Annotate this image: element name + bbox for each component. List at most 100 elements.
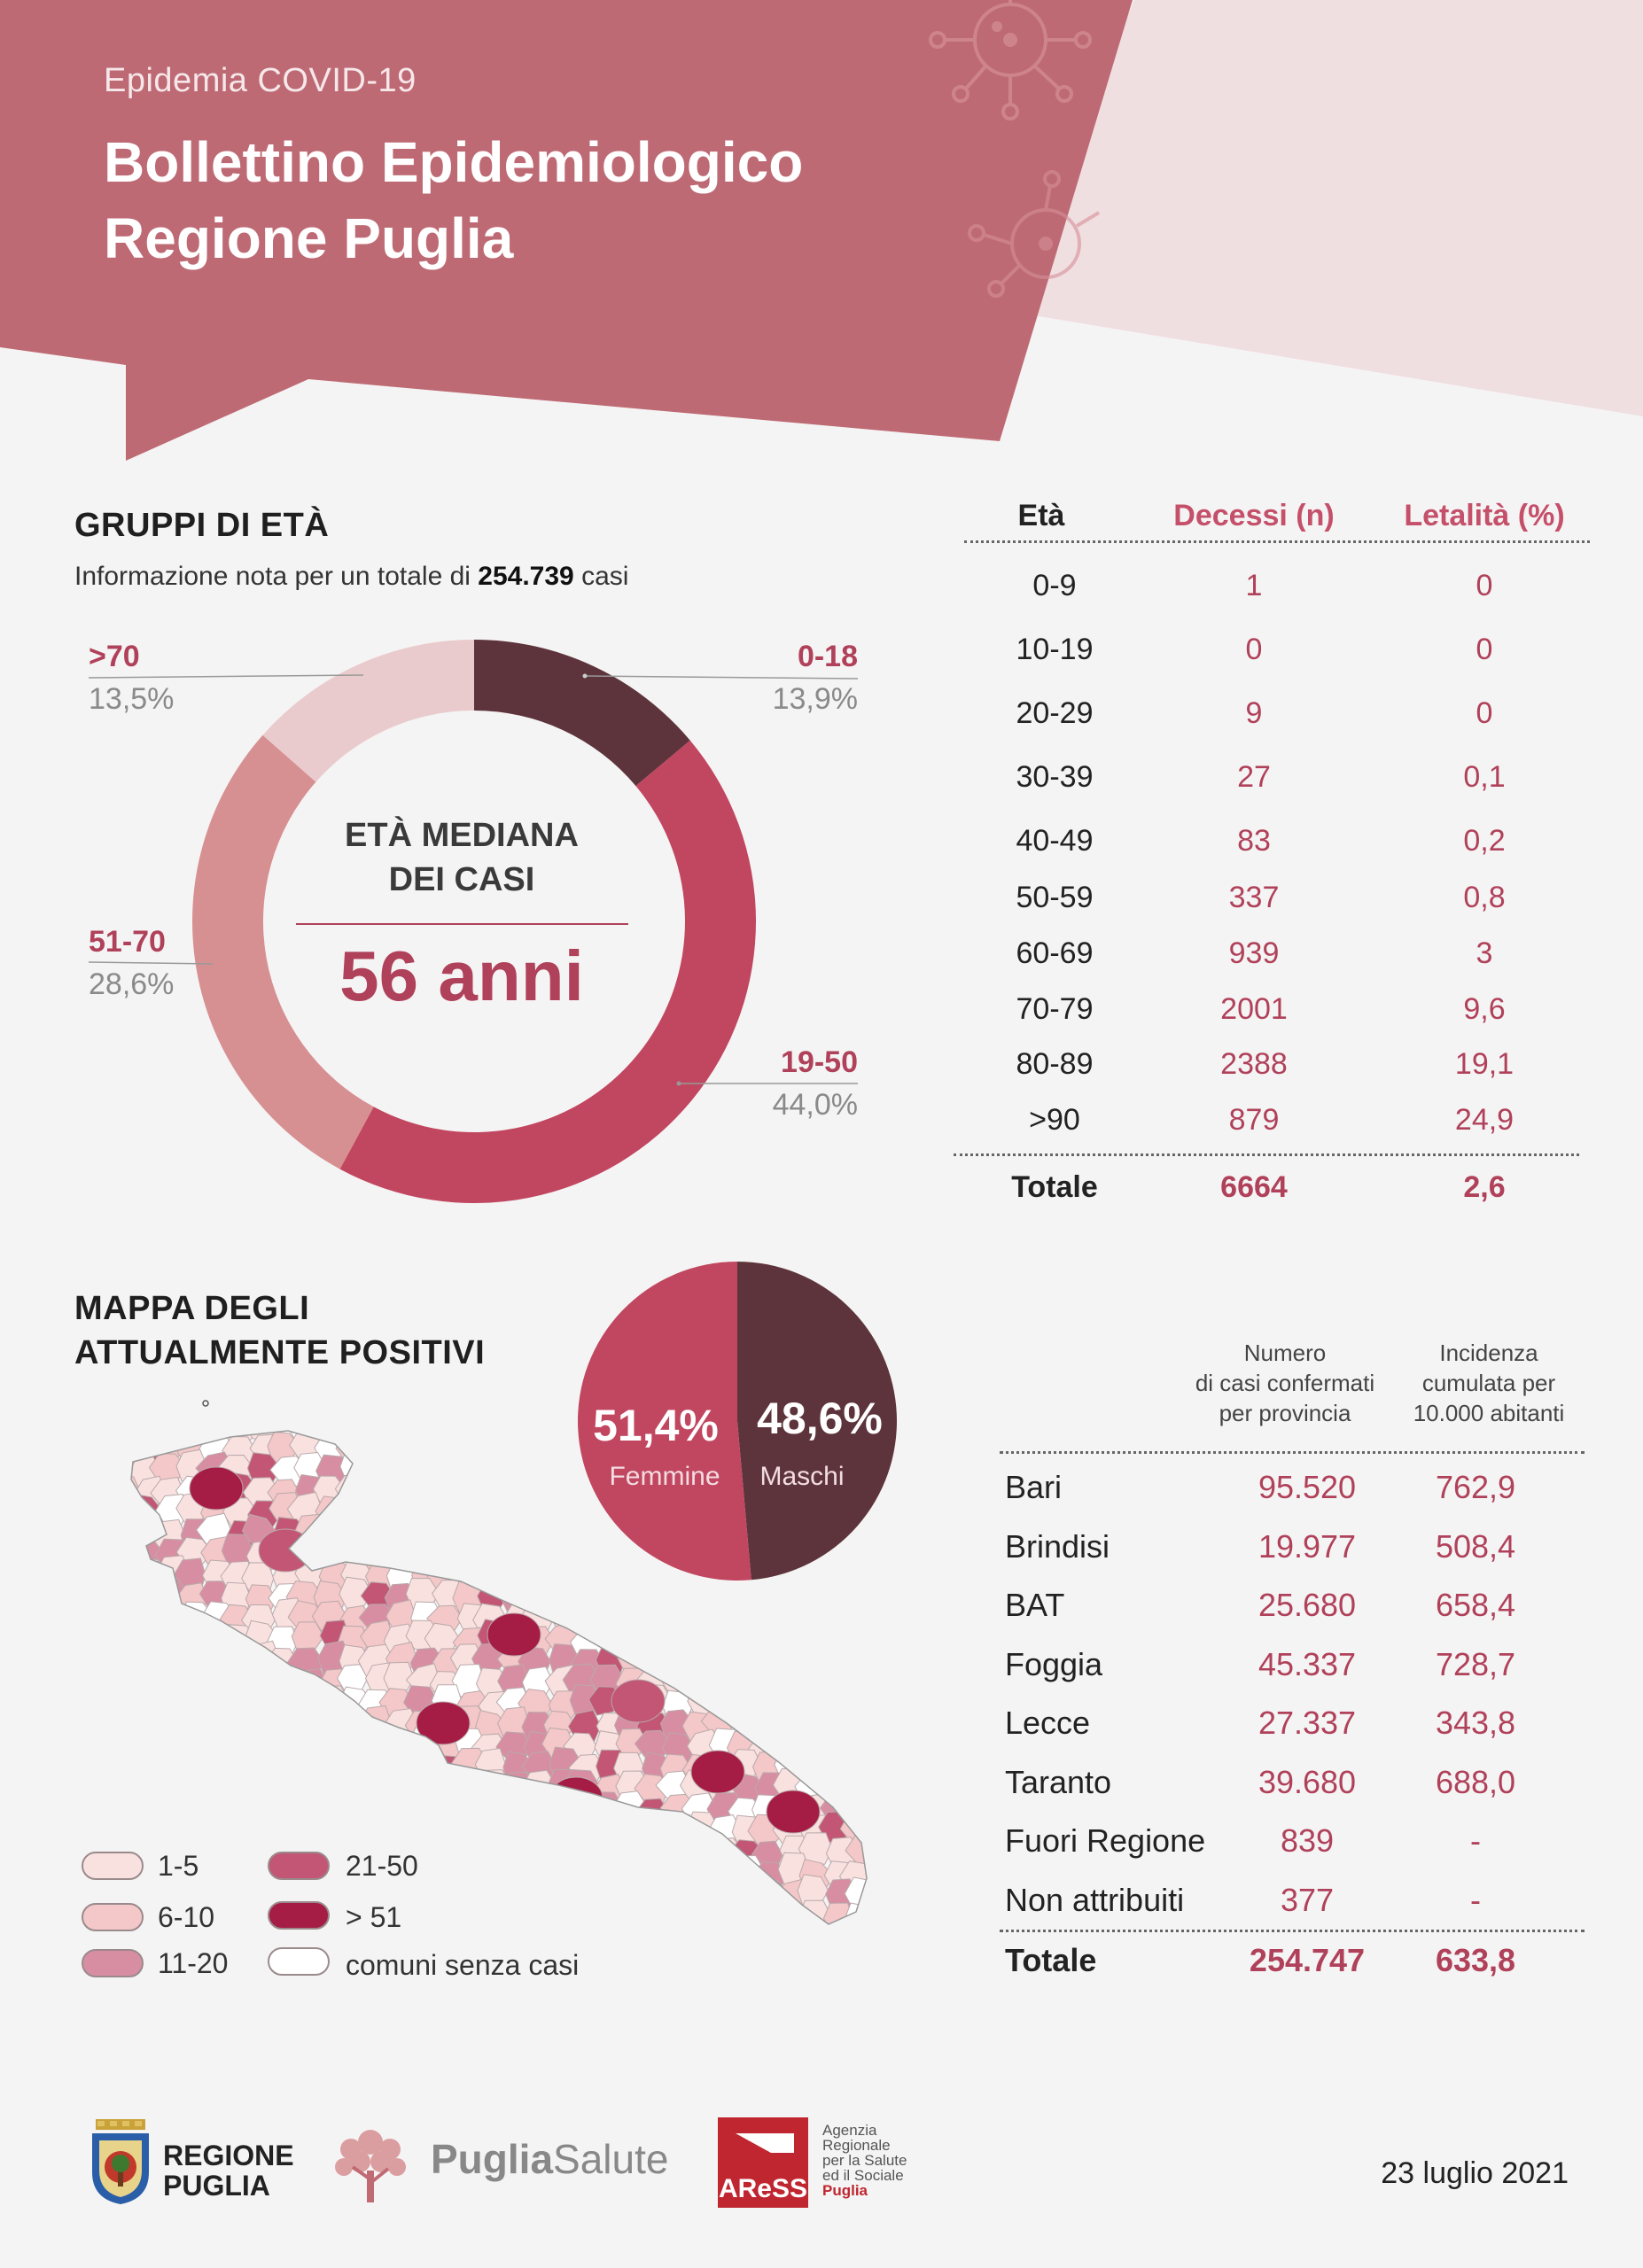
province-cases: 25.680: [1258, 1587, 1357, 1623]
municipality-area: [593, 1858, 629, 1892]
municipality-area: [501, 1881, 533, 1910]
municipality-area: [798, 1748, 831, 1779]
municipality-area: [615, 1621, 650, 1654]
municipality-area: [405, 1471, 436, 1504]
municipality-area: [355, 1772, 393, 1803]
municipality-area: [452, 1434, 486, 1466]
municipality-area: [131, 1688, 144, 1721]
municipality-area: [821, 1747, 860, 1779]
municipality-area: [608, 1813, 648, 1846]
virus-icon: [968, 170, 1101, 298]
age-cell: >90: [1029, 1103, 1080, 1137]
municipality-area: [216, 1815, 254, 1849]
municipality-area: [224, 1688, 256, 1717]
municipality-area: [131, 1666, 139, 1698]
municipality-area: [310, 1794, 347, 1822]
municipality-area: [494, 1811, 530, 1843]
province-incidence: 728,7: [1435, 1646, 1516, 1682]
municipality-area: [362, 1728, 398, 1760]
municipality-area: [311, 1710, 347, 1743]
municipality-area: [292, 1667, 328, 1702]
legend-label-11-20: 11-20: [158, 1947, 229, 1979]
municipality-area: [153, 1683, 190, 1718]
municipality-area: [662, 1585, 695, 1617]
municipality-area: [131, 1770, 142, 1800]
municipality-area: [688, 1643, 721, 1674]
municipality-area: [477, 1534, 512, 1569]
table-divider: [1000, 1451, 1585, 1454]
municipality-area: [194, 1643, 231, 1674]
municipality-area: [406, 1535, 437, 1569]
label-leaders: [88, 674, 859, 1084]
municipality-area: [479, 1477, 512, 1511]
municipality-area: [408, 1816, 444, 1849]
municipality-area: [384, 1814, 422, 1846]
municipality-area: [455, 1879, 487, 1911]
municipality-area: [333, 1431, 369, 1443]
municipality-area: [427, 1520, 463, 1553]
municipality-area: [427, 1431, 464, 1464]
municipality-area: [798, 1832, 833, 1865]
municipality-area: [822, 1902, 854, 1924]
donut-pct-0-18: 13,9%: [772, 682, 858, 716]
province-name: Taranto: [1005, 1764, 1112, 1800]
municipality-area: [359, 1513, 394, 1544]
province-name: Lecce: [1005, 1705, 1091, 1741]
deaths-cell: 1: [1245, 569, 1263, 602]
municipality-area: [474, 1794, 512, 1827]
municipality-area: [405, 1517, 441, 1550]
municipality-area: [753, 1710, 791, 1740]
municipality-area: [198, 1620, 233, 1654]
municipality-area: [708, 1582, 740, 1616]
municipality-area: [199, 1685, 236, 1718]
municipality-area: [131, 1518, 139, 1550]
municipality-area: [705, 1901, 741, 1924]
agency-line-5: Puglia: [822, 2182, 868, 2199]
municipality-area: [385, 1542, 423, 1572]
male-label: Maschi: [759, 1462, 845, 1491]
municipality-area: [518, 1879, 554, 1911]
municipality-area: [198, 1815, 236, 1847]
municipality-area: [471, 1450, 510, 1482]
lethality-cell: 19,1: [1454, 1047, 1515, 1081]
municipality-area: [400, 1433, 439, 1466]
municipality-area: [244, 1709, 276, 1742]
puglia-salute-bold: Puglia: [431, 2136, 554, 2182]
municipality-area: [753, 1662, 786, 1697]
municipality-area: [131, 1773, 167, 1804]
municipality-area: [635, 1605, 672, 1636]
municipality-area: [316, 1769, 352, 1799]
subtitle-value: 254.739: [478, 562, 574, 591]
municipality-area: [131, 1581, 164, 1613]
municipality-area: [775, 1600, 811, 1634]
province-name: Fuori Regione: [1005, 1822, 1206, 1859]
municipality-area: [545, 1584, 579, 1615]
municipality-area: [309, 1431, 345, 1441]
municipality-area: [588, 1875, 624, 1907]
legend-label-over51: > 51: [346, 1901, 402, 1933]
deaths-cell: 2001: [1220, 992, 1288, 1026]
province-cases: 95.520: [1258, 1469, 1357, 1505]
municipality-area: [733, 1685, 767, 1718]
municipality-area: [796, 1642, 836, 1674]
age-cell: 10-19: [1016, 633, 1094, 666]
municipality-area: [798, 1705, 831, 1736]
province-cases: 45.337: [1258, 1646, 1357, 1682]
donut-center: ETÀ MEDIANA DEI CASI 56 anni: [293, 813, 630, 1017]
municipality-area: [754, 1581, 790, 1615]
deaths-cell: 83: [1237, 824, 1271, 858]
municipality-area: [684, 1898, 720, 1924]
age-cell: 80-89: [1016, 1047, 1094, 1081]
age-cell: 50-59: [1016, 881, 1094, 914]
municipality-area: [291, 1705, 327, 1737]
province-cases: 39.680: [1258, 1764, 1357, 1800]
municipality-area: [336, 1755, 370, 1784]
lethality-cell: 0,2: [1463, 824, 1506, 858]
lethality-cell: 0: [1476, 696, 1493, 730]
municipality-area: [152, 1815, 187, 1845]
municipality-area: [456, 1838, 489, 1870]
municipality-area: [131, 1709, 163, 1743]
province-incidence: -: [1470, 1882, 1481, 1918]
municipality-area: [845, 1773, 867, 1805]
municipality-area: [269, 1728, 306, 1760]
